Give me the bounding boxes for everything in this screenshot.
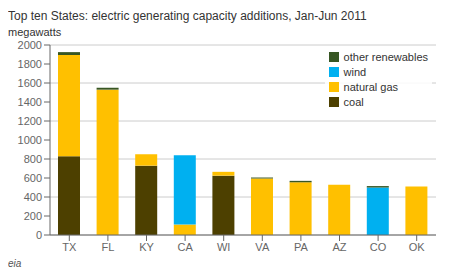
svg-text:400: 400 bbox=[24, 191, 42, 203]
svg-text:CO: CO bbox=[370, 241, 387, 253]
svg-text:WI: WI bbox=[217, 241, 230, 253]
html-text:coal: coal bbox=[343, 95, 364, 108]
html-text:megawatts: megawatts bbox=[8, 26, 62, 38]
svg-text:1400: 1400 bbox=[18, 96, 42, 108]
svg-text:CA: CA bbox=[177, 241, 193, 253]
svg-text:PA: PA bbox=[294, 241, 309, 253]
svg-text:2000: 2000 bbox=[18, 39, 42, 51]
svg-text:1200: 1200 bbox=[18, 115, 42, 127]
svg-text:KY: KY bbox=[139, 241, 154, 253]
svg-text:OK: OK bbox=[409, 241, 426, 253]
svg-text:600: 600 bbox=[24, 172, 42, 184]
html-text:other renewables: other renewables bbox=[343, 50, 428, 63]
svg-text:0: 0 bbox=[36, 229, 42, 241]
svg-text:800: 800 bbox=[24, 153, 42, 165]
svg-text:FL: FL bbox=[101, 241, 114, 253]
svg-text:VA: VA bbox=[255, 241, 270, 253]
html-text:wind: wind bbox=[343, 65, 367, 78]
svg-text:1800: 1800 bbox=[18, 58, 42, 70]
html-text:Top ten States: electric gener: Top ten States: electric generating capa… bbox=[8, 9, 367, 23]
svg-text:1600: 1600 bbox=[18, 77, 42, 89]
html-text:natural gas: natural gas bbox=[343, 80, 398, 93]
svg-text:200: 200 bbox=[24, 210, 42, 222]
svg-text:TX: TX bbox=[62, 241, 77, 253]
svg-text:1000: 1000 bbox=[18, 134, 42, 146]
html-text:eia: eia bbox=[8, 258, 22, 269]
svg-text:AZ: AZ bbox=[332, 241, 346, 253]
